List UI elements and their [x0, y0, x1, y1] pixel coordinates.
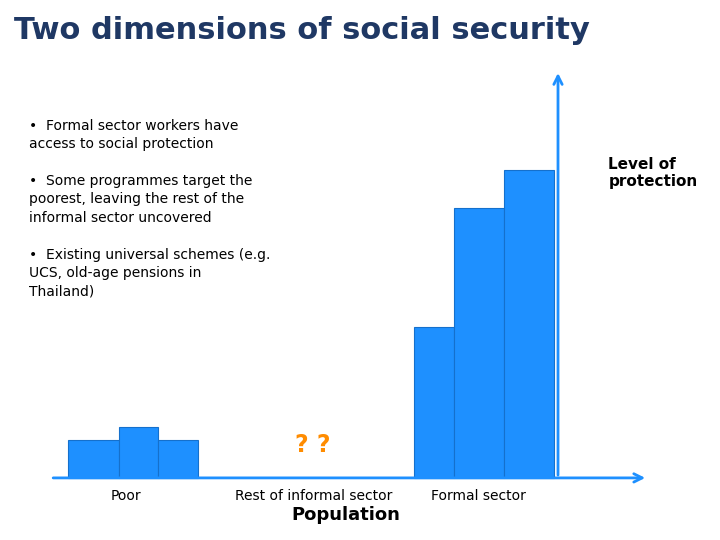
Text: Rest of informal sector: Rest of informal sector [235, 489, 392, 503]
Text: ? ?: ? ? [295, 434, 331, 457]
Text: Two dimensions of social security: Two dimensions of social security [14, 16, 590, 45]
Text: Poor: Poor [111, 489, 141, 503]
Text: Population: Population [291, 506, 400, 524]
Text: •  Formal sector workers have
access to social protection

•  Some programmes ta: • Formal sector workers have access to s… [29, 119, 270, 299]
Text: Level of
protection: Level of protection [608, 157, 698, 189]
Text: Formal sector: Formal sector [431, 489, 526, 503]
